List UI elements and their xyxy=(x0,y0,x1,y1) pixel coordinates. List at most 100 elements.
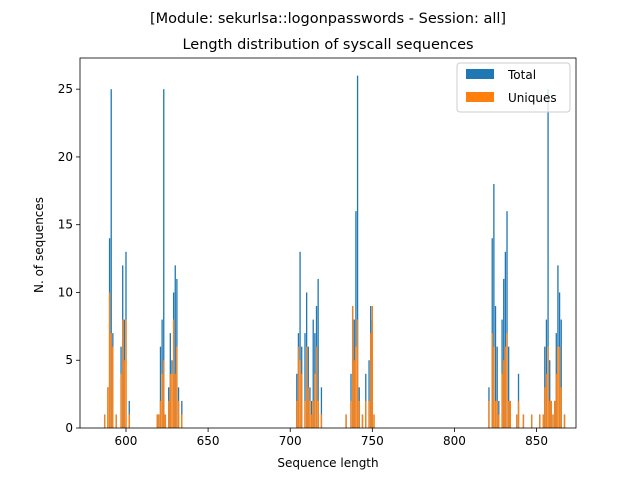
bar-uniques xyxy=(115,414,117,428)
bar-uniques xyxy=(181,414,183,428)
bar-uniques xyxy=(169,373,171,428)
bar-uniques xyxy=(503,360,505,428)
bar-uniques xyxy=(516,414,518,428)
y-tick-label: 25 xyxy=(58,82,73,96)
x-axis-label: Sequence length xyxy=(277,456,378,470)
x-axis-ticks: 600 650 700 750 800 850 xyxy=(115,428,548,448)
bar-uniques xyxy=(312,400,314,428)
bar-uniques xyxy=(355,346,357,428)
bar-uniques xyxy=(550,400,553,428)
bar-total xyxy=(504,251,507,428)
bar-uniques xyxy=(314,373,316,428)
bar-uniques xyxy=(356,319,359,428)
x-tick-label: 850 xyxy=(525,434,548,448)
y-tick-label: 0 xyxy=(65,421,73,435)
bar-uniques xyxy=(365,400,367,428)
bar-uniques xyxy=(553,400,556,428)
y-tick-label: 15 xyxy=(58,218,73,232)
bar-total xyxy=(508,346,510,428)
bar-uniques xyxy=(310,414,313,428)
bar-uniques xyxy=(122,319,124,428)
bar-uniques xyxy=(107,387,109,428)
legend: Total Uniques xyxy=(456,62,571,113)
bar-uniques xyxy=(491,333,493,428)
bar-uniques xyxy=(370,333,372,428)
legend-swatch-uniques xyxy=(466,92,494,102)
bar-uniques xyxy=(351,306,354,428)
bar-uniques xyxy=(552,414,554,428)
bar-total xyxy=(128,400,130,428)
bar-uniques xyxy=(345,414,347,428)
bar-uniques xyxy=(112,346,114,428)
bar-total xyxy=(547,89,549,429)
bar-uniques xyxy=(296,400,298,428)
bar-total xyxy=(355,211,357,428)
bar-total xyxy=(110,89,112,429)
bar-total xyxy=(493,184,495,428)
bar-uniques xyxy=(159,400,162,428)
x-tick-label: 800 xyxy=(443,434,466,448)
bar-uniques xyxy=(163,360,165,428)
bar-uniques xyxy=(545,373,548,428)
bar-uniques xyxy=(517,400,520,428)
bar-total xyxy=(549,360,551,428)
bar-uniques xyxy=(168,400,170,428)
bar-uniques xyxy=(560,387,562,428)
legend-swatch-total xyxy=(466,69,494,79)
bar-uniques xyxy=(315,346,318,428)
series-uniques xyxy=(103,292,566,428)
y-tick-label: 20 xyxy=(58,150,73,164)
bar-uniques xyxy=(301,373,303,428)
bar-uniques xyxy=(542,414,544,428)
bar-uniques xyxy=(549,400,551,428)
bar-uniques xyxy=(110,333,112,428)
bar-uniques xyxy=(488,400,490,428)
bar-total xyxy=(501,319,503,428)
bar-uniques xyxy=(501,373,503,428)
bar-total xyxy=(299,251,301,428)
bar-uniques xyxy=(494,400,497,428)
bar-uniques xyxy=(508,400,510,428)
bar-total xyxy=(310,400,313,428)
bar-total xyxy=(356,75,359,429)
bar-total xyxy=(317,278,319,428)
bar-total xyxy=(506,211,508,428)
x-tick-label: 700 xyxy=(279,434,302,448)
y-tick-label: 5 xyxy=(65,353,73,367)
bar-uniques xyxy=(177,400,180,428)
bar-uniques xyxy=(557,346,559,428)
bar-uniques xyxy=(128,414,130,428)
bar-uniques xyxy=(164,414,167,428)
bar-uniques xyxy=(174,373,176,428)
bar-uniques xyxy=(304,400,306,428)
bar-total xyxy=(163,89,165,429)
y-axis-ticks: 0 5 10 15 20 25 xyxy=(58,82,80,435)
chart-subtitle: Length distribution of syscall sequences xyxy=(182,37,473,53)
bar-total xyxy=(181,400,183,428)
bar-uniques xyxy=(120,373,122,428)
bar-uniques xyxy=(555,373,557,428)
bar-uniques xyxy=(172,319,175,428)
bar-uniques xyxy=(161,373,163,428)
bar-uniques xyxy=(176,346,178,428)
bar-uniques xyxy=(368,400,370,428)
bar-uniques xyxy=(156,414,158,428)
bar-total xyxy=(368,360,370,428)
bar-uniques xyxy=(544,387,546,428)
bar-uniques xyxy=(506,333,508,428)
bar-total xyxy=(560,319,562,428)
bar-uniques xyxy=(307,387,309,428)
bar-uniques xyxy=(373,414,375,428)
bar-uniques xyxy=(350,400,352,428)
bar-total xyxy=(496,346,498,428)
bar-uniques xyxy=(504,346,507,428)
bar-uniques xyxy=(509,400,511,428)
bar-uniques xyxy=(361,414,364,428)
chart-title: [Module: sekurlsa::logonpasswords - Sess… xyxy=(150,11,506,27)
bar-uniques xyxy=(103,414,106,428)
bar-total xyxy=(545,319,548,428)
bar-uniques xyxy=(371,306,373,428)
bar-uniques xyxy=(123,360,125,428)
bar-uniques xyxy=(317,400,319,428)
